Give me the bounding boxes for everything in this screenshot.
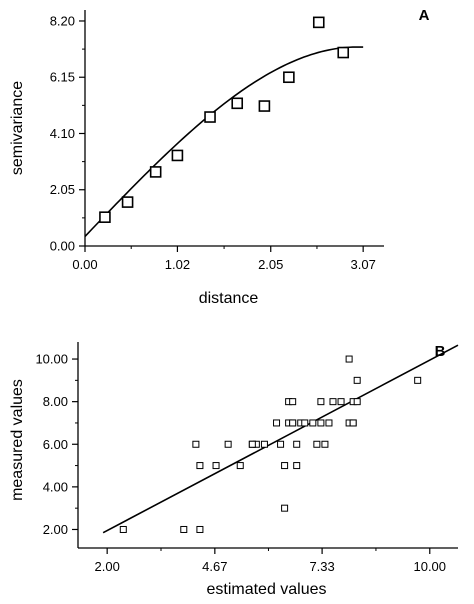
chart-panel-a: 0.00 2.05 4.10 6.15 8.20 0.00 1.02 2.05 3.07 dist…: [9, 7, 430, 307]
data-point: [236, 462, 244, 470]
data-point: [281, 462, 289, 470]
y-tick-label: 2.05: [50, 182, 75, 197]
data-point: [231, 97, 244, 110]
data-point: [309, 419, 317, 427]
x-tick-label: 10.00: [413, 559, 446, 574]
fitted-curve: [84, 46, 364, 237]
data-point: [196, 525, 204, 533]
data-point: [281, 504, 289, 512]
data-point: [149, 166, 162, 178]
y-tick-label: 0.00: [50, 239, 75, 254]
data-point: [337, 46, 350, 59]
data-point: [345, 355, 353, 363]
data-point: [283, 71, 295, 84]
data-point: [224, 440, 232, 448]
x-tick-label: 3.07: [351, 257, 376, 272]
data-point: [321, 440, 329, 448]
data-point: [212, 462, 220, 470]
y-tick-label: 8.00: [43, 394, 68, 409]
x-tick-label: 7.33: [309, 559, 334, 574]
y-tick-label: 4.10: [50, 126, 75, 141]
data-point: [317, 419, 325, 427]
x-axis-title: distance: [199, 290, 259, 307]
data-point: [260, 440, 268, 448]
y-axis-title: semivariance: [9, 81, 26, 175]
data-point: [258, 100, 271, 112]
y-axis-title: measured values: [9, 379, 26, 501]
data-point: [337, 398, 345, 406]
y-tick-label: 6.15: [50, 70, 75, 85]
y-tick-label: 10.00: [35, 352, 68, 367]
data-point: [313, 440, 321, 448]
x-tick-label: 2.00: [95, 559, 120, 574]
data-point: [293, 440, 301, 448]
data-point: [325, 419, 333, 427]
x-tick-label: 0.00: [72, 257, 97, 272]
data-point: [119, 525, 127, 533]
x-tick-label: 1.02: [165, 257, 190, 272]
chart-panel-b: 2.00 4.00 6.00 8.00 10.00 2.00 4.67 7.33 10.00 es…: [9, 342, 459, 598]
data-point: [204, 111, 216, 123]
data-point: [289, 419, 297, 427]
data-point: [349, 419, 357, 427]
data-point: [353, 398, 361, 406]
data-point: [317, 398, 325, 406]
data-point: [414, 376, 422, 384]
panel-label: B: [435, 343, 446, 360]
fit-line: [102, 344, 459, 534]
data-point: [312, 16, 325, 29]
data-point: [180, 525, 188, 533]
data-point: [196, 462, 204, 470]
panel-label: A: [419, 7, 430, 24]
x-axis-title: estimated values: [206, 581, 326, 598]
data-point: [248, 440, 256, 448]
data-point: [171, 149, 184, 162]
data-point: [293, 462, 301, 470]
y-tick-label: 6.00: [43, 437, 68, 452]
data-point: [99, 211, 111, 223]
data-point: [329, 398, 337, 406]
data-point: [277, 440, 285, 448]
y-tick-label: 8.20: [50, 13, 75, 28]
data-point: [353, 376, 361, 384]
x-tick-label: 4.67: [202, 559, 227, 574]
data-point: [192, 440, 200, 448]
x-tick-label: 2.05: [258, 257, 283, 272]
data-point: [273, 419, 281, 427]
y-tick-label: 2.00: [43, 522, 68, 537]
data-point: [121, 196, 134, 208]
data-point: [301, 419, 309, 427]
y-tick-label: 4.00: [43, 479, 68, 494]
data-point: [289, 398, 297, 406]
